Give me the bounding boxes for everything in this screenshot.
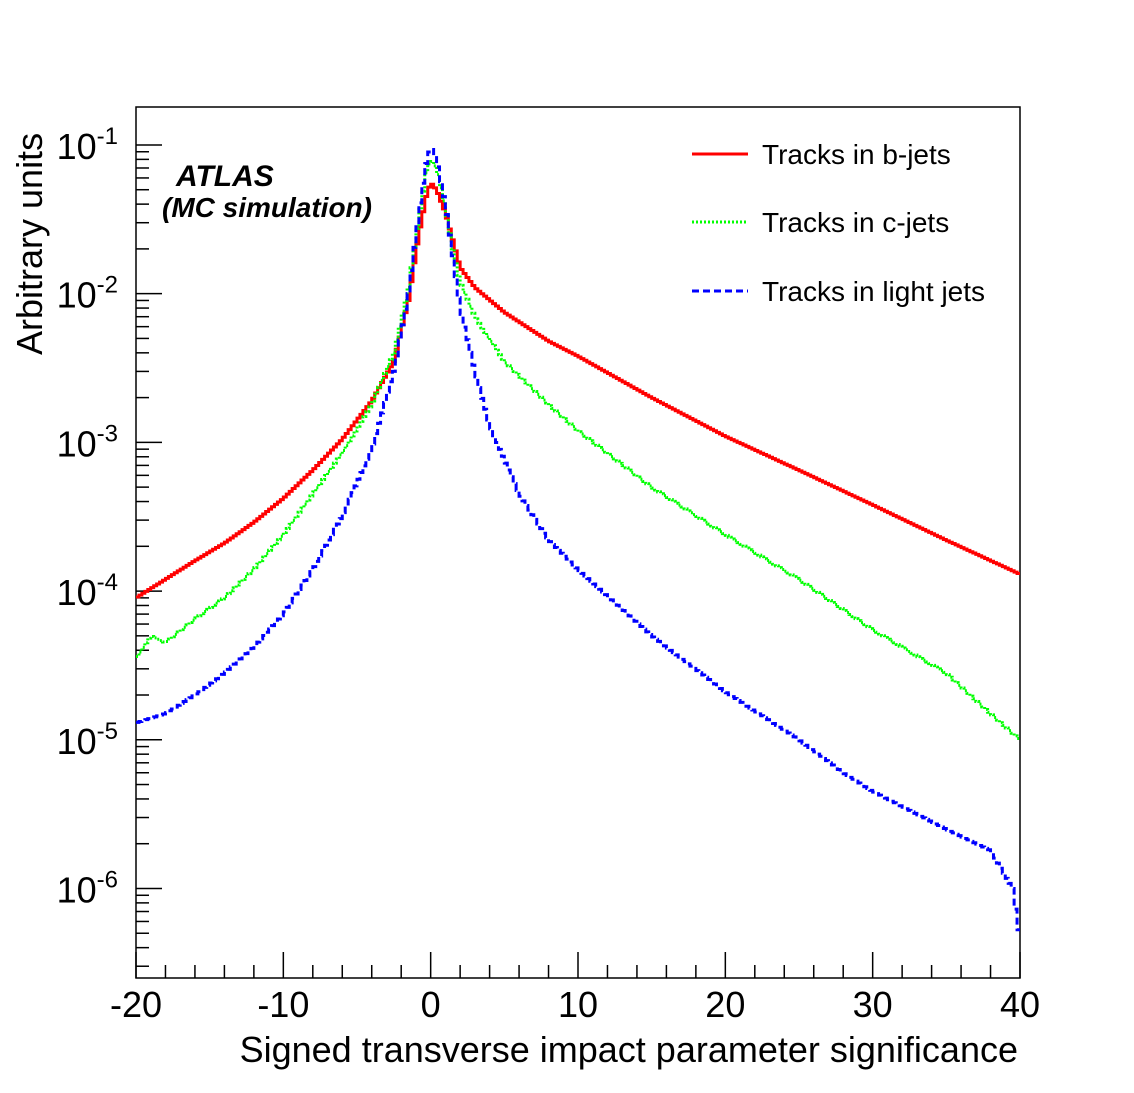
legend-label-tracks-in-light-jets: Tracks in light jets bbox=[762, 276, 985, 307]
series-line-tracks-in-b-jets bbox=[136, 182, 1020, 599]
y-tick-label-base: 10 bbox=[57, 572, 97, 613]
y-tick-label: 10-3 bbox=[57, 420, 118, 464]
y-tick-label-exponent: -2 bbox=[97, 272, 118, 299]
y-tick-label-base: 10 bbox=[57, 126, 97, 167]
x-tick-label: 0 bbox=[421, 984, 441, 1025]
y-tick-label: 10-4 bbox=[57, 569, 118, 613]
y-tick-label-exponent: -4 bbox=[97, 569, 118, 596]
series-line-tracks-in-c-jets bbox=[136, 160, 1020, 740]
y-tick-label: 10-5 bbox=[57, 718, 118, 762]
annotation-mc-simulation: (MC simulation) bbox=[162, 192, 372, 223]
y-tick-label-exponent: -3 bbox=[97, 420, 118, 447]
y-tick-label-base: 10 bbox=[57, 423, 97, 464]
y-tick-label-base: 10 bbox=[57, 721, 97, 762]
x-axis-label: Signed transverse impact parameter signi… bbox=[240, 1029, 1018, 1070]
y-tick-label-base: 10 bbox=[57, 869, 97, 910]
annotation-atlas: ATLAS bbox=[175, 160, 274, 193]
x-tick-label: -20 bbox=[110, 984, 162, 1025]
y-tick-label-exponent: -1 bbox=[97, 123, 118, 150]
legend-label-tracks-in-c-jets: Tracks in c-jets bbox=[762, 207, 949, 238]
y-tick-label: 10-1 bbox=[57, 123, 118, 167]
y-tick-label-exponent: -6 bbox=[97, 866, 118, 893]
series-layer bbox=[136, 148, 1020, 932]
x-tick-label: 10 bbox=[558, 984, 598, 1025]
legend: Tracks in b-jets Tracks in c-jets Tracks i… bbox=[692, 139, 985, 307]
y-axis-label: Arbitrary units bbox=[9, 133, 50, 355]
y-tick-label: 10-2 bbox=[57, 272, 118, 316]
series-line-tracks-in-light-jets bbox=[136, 148, 1020, 932]
x-tick-label: -10 bbox=[257, 984, 309, 1025]
x-tick-label: 40 bbox=[1000, 984, 1040, 1025]
x-tick-label: 20 bbox=[705, 984, 745, 1025]
legend-label-tracks-in-b-jets: Tracks in b-jets bbox=[762, 139, 951, 170]
y-tick-label-exponent: -5 bbox=[97, 718, 118, 745]
y-tick-label: 10-6 bbox=[57, 866, 118, 910]
y-tick-label-base: 10 bbox=[57, 275, 97, 316]
x-tick-label: 30 bbox=[853, 984, 893, 1025]
